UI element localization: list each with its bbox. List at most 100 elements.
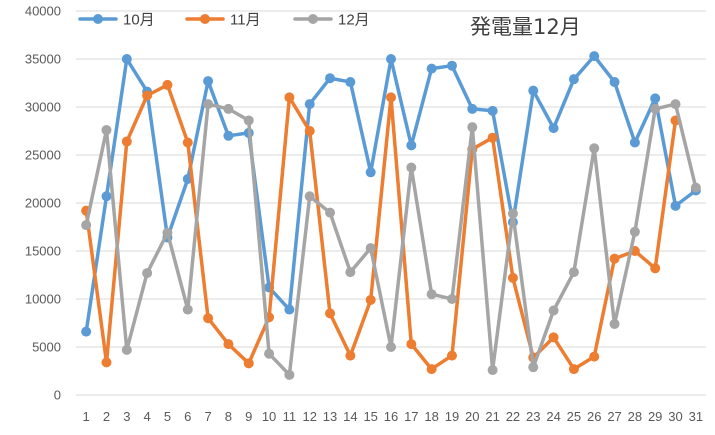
x-tick-label: 22 bbox=[506, 409, 520, 424]
data-point bbox=[223, 339, 234, 350]
x-tick-label: 21 bbox=[485, 409, 499, 424]
data-point bbox=[101, 125, 112, 136]
data-point bbox=[284, 304, 295, 315]
data-point bbox=[568, 267, 579, 278]
legend-label: 10月 bbox=[123, 12, 155, 29]
data-point bbox=[568, 74, 579, 85]
data-point bbox=[426, 289, 437, 300]
y-tick-label: 0 bbox=[54, 388, 61, 403]
x-tick-label: 7 bbox=[204, 409, 211, 424]
x-axis-ticks: 1 2 3 4 5 6 7 8 9 10 11 12 13 14 15 16 17 18 19 20 21 22 23 24 2… bbox=[83, 409, 704, 424]
data-point bbox=[264, 348, 275, 359]
data-point bbox=[81, 220, 92, 231]
data-point bbox=[203, 76, 214, 87]
data-point bbox=[365, 294, 376, 305]
y-axis-ticks: 0 5000 10000 15000 20000 25000 30000 35000 40000 bbox=[25, 4, 61, 403]
legend-item: 11月 bbox=[185, 12, 261, 29]
x-tick-label: 19 bbox=[445, 409, 459, 424]
data-point bbox=[345, 350, 356, 361]
x-tick-label: 9 bbox=[245, 409, 252, 424]
data-point bbox=[304, 126, 315, 136]
data-point bbox=[528, 85, 539, 96]
x-tick-label: 4 bbox=[144, 409, 151, 424]
data-point bbox=[101, 191, 112, 202]
data-point bbox=[426, 63, 437, 74]
series-line bbox=[84, 102, 698, 377]
x-tick-label: 15 bbox=[363, 409, 377, 424]
data-point bbox=[589, 351, 600, 362]
data-point bbox=[223, 103, 234, 114]
data-point bbox=[304, 99, 315, 110]
y-tick-label: 15000 bbox=[25, 244, 61, 259]
data-point bbox=[609, 77, 620, 88]
data-point bbox=[650, 93, 661, 104]
x-tick-label: 23 bbox=[526, 409, 540, 424]
data-point bbox=[203, 313, 214, 324]
data-point bbox=[487, 365, 498, 376]
data-point bbox=[162, 227, 173, 238]
x-tick-label: 28 bbox=[628, 409, 642, 424]
data-point bbox=[182, 137, 193, 148]
data-point bbox=[325, 73, 336, 84]
data-point bbox=[243, 115, 254, 126]
x-tick-label: 11 bbox=[283, 409, 297, 424]
y-tick-label: 10000 bbox=[25, 292, 61, 307]
series-layer bbox=[81, 51, 701, 380]
data-point bbox=[670, 99, 681, 110]
x-tick-label: 24 bbox=[546, 409, 560, 424]
y-tick-label: 35000 bbox=[25, 52, 61, 67]
legend-swatch-marker bbox=[308, 14, 318, 24]
data-point bbox=[101, 357, 112, 368]
data-point bbox=[589, 143, 600, 154]
data-point bbox=[487, 105, 498, 116]
data-point bbox=[142, 268, 153, 279]
data-point bbox=[609, 253, 620, 264]
data-point bbox=[121, 136, 132, 147]
legend-label: 11月 bbox=[230, 12, 261, 29]
x-tick-label: 14 bbox=[343, 409, 357, 424]
data-point bbox=[446, 60, 457, 71]
data-point bbox=[487, 132, 498, 143]
legend-swatch-marker bbox=[200, 14, 210, 24]
data-point bbox=[609, 318, 620, 329]
data-point bbox=[467, 122, 478, 133]
data-point bbox=[507, 208, 518, 219]
data-point bbox=[548, 332, 559, 343]
data-point bbox=[426, 364, 437, 375]
data-point bbox=[670, 200, 681, 211]
data-point bbox=[406, 339, 417, 350]
data-point bbox=[386, 92, 396, 103]
data-point bbox=[121, 54, 132, 64]
x-tick-label: 25 bbox=[567, 409, 581, 424]
data-point bbox=[406, 162, 417, 173]
data-point bbox=[182, 304, 193, 315]
data-point bbox=[162, 79, 173, 90]
data-point bbox=[284, 92, 295, 103]
x-tick-label: 20 bbox=[465, 409, 479, 424]
x-tick-label: 17 bbox=[404, 409, 418, 424]
data-point bbox=[345, 267, 356, 278]
data-point bbox=[548, 305, 559, 316]
data-point bbox=[325, 308, 336, 319]
data-point bbox=[446, 294, 457, 304]
data-point bbox=[446, 350, 457, 361]
chart-title: 発電量12月 bbox=[470, 15, 581, 39]
data-point bbox=[548, 123, 559, 134]
data-point bbox=[386, 342, 396, 352]
data-point bbox=[304, 191, 315, 202]
data-point bbox=[528, 362, 539, 373]
x-tick-label: 6 bbox=[184, 409, 191, 424]
legend-item: 10月 bbox=[78, 12, 155, 29]
data-point bbox=[121, 344, 132, 355]
x-tick-label: 1 bbox=[83, 409, 90, 424]
data-point bbox=[345, 77, 356, 88]
x-tick-label: 5 bbox=[164, 409, 171, 424]
y-tick-label: 40000 bbox=[25, 4, 61, 19]
data-point bbox=[243, 358, 254, 369]
data-point bbox=[690, 182, 701, 193]
x-tick-label: 18 bbox=[424, 409, 438, 424]
y-tick-label: 30000 bbox=[25, 100, 61, 115]
series-3 bbox=[81, 99, 701, 380]
x-tick-label: 30 bbox=[668, 409, 682, 424]
